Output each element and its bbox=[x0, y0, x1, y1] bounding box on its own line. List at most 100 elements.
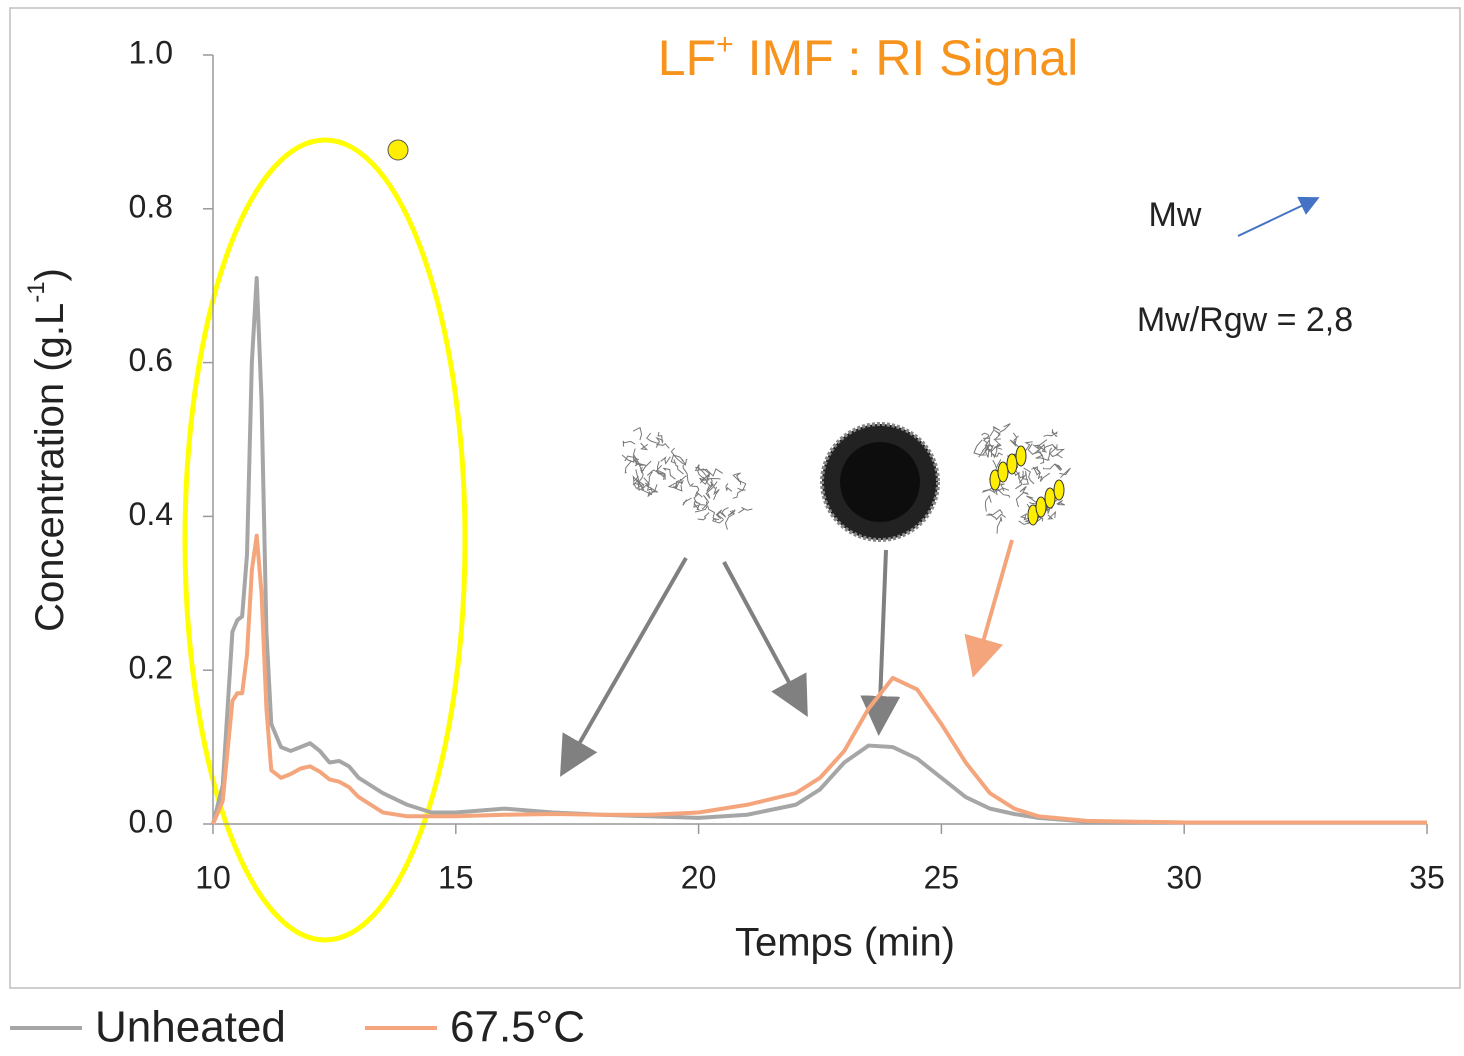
scribble bbox=[738, 507, 753, 514]
scribble bbox=[1054, 463, 1063, 471]
scribble bbox=[705, 481, 718, 499]
annotation: Mw/Rgw = 2,8 bbox=[1137, 301, 1353, 339]
title-sup: + bbox=[716, 28, 734, 61]
scribble bbox=[1015, 492, 1028, 508]
y-tick-label: 0.6 bbox=[129, 342, 173, 378]
scribble bbox=[673, 459, 684, 475]
scribble bbox=[640, 482, 649, 491]
scribble bbox=[988, 513, 1006, 521]
scribble bbox=[991, 452, 1003, 458]
scribble bbox=[712, 518, 725, 524]
y-tick-label: 0.8 bbox=[129, 188, 173, 224]
scribble bbox=[643, 477, 653, 491]
y-label-main: Concentration (g.L bbox=[28, 303, 72, 632]
scribble bbox=[996, 516, 1003, 534]
x-tick-label: 10 bbox=[195, 859, 231, 895]
scribble bbox=[1022, 471, 1030, 485]
scribble bbox=[639, 488, 653, 498]
scribble bbox=[1015, 470, 1027, 484]
scribble bbox=[1033, 451, 1045, 465]
molecule-icon bbox=[973, 423, 1071, 534]
scribble bbox=[732, 472, 742, 483]
scribble bbox=[632, 426, 643, 441]
scribble bbox=[674, 479, 683, 492]
arrow bbox=[860, 549, 901, 736]
scribble bbox=[715, 509, 724, 520]
scribble bbox=[725, 483, 733, 492]
scribble bbox=[693, 500, 701, 508]
legend-label: 67.5°C bbox=[450, 1003, 585, 1052]
bead bbox=[1053, 479, 1065, 501]
scribble bbox=[982, 438, 990, 456]
scribble bbox=[999, 483, 1005, 492]
y-tick-label: 1.0 bbox=[129, 34, 173, 70]
scribble bbox=[1019, 513, 1030, 521]
marker-dot bbox=[387, 139, 409, 161]
scribble bbox=[660, 456, 671, 465]
scribble bbox=[682, 464, 691, 486]
x-tick-label: 15 bbox=[438, 859, 474, 895]
title-rest: IMF : RI Signal bbox=[734, 30, 1079, 86]
scribble bbox=[681, 458, 688, 466]
scribble bbox=[989, 445, 995, 455]
scribble bbox=[693, 491, 703, 504]
scribble bbox=[624, 455, 640, 462]
scribble bbox=[656, 443, 670, 450]
scribble bbox=[992, 459, 1002, 470]
axes: 0.0 0.2 0.4 0.6 0.8 1.0 10 15 20 25 30 35 bbox=[129, 34, 1445, 895]
y-axis-label: Concentration (g.L-1) bbox=[23, 268, 71, 632]
scribble bbox=[973, 439, 986, 456]
decorations bbox=[182, 137, 1320, 943]
bead bbox=[1006, 453, 1018, 475]
scribble bbox=[994, 429, 1001, 441]
y-label-end: ) bbox=[28, 268, 72, 281]
scribble bbox=[1035, 450, 1048, 461]
scribble bbox=[1055, 444, 1066, 459]
scribble bbox=[622, 440, 636, 447]
y-tick-label: 0.4 bbox=[129, 496, 173, 532]
scribble bbox=[650, 486, 658, 495]
y-tick-label: 0.2 bbox=[129, 650, 173, 686]
scribble bbox=[718, 506, 729, 518]
scribble bbox=[713, 486, 720, 500]
scribble bbox=[670, 447, 687, 466]
scribble bbox=[1043, 431, 1058, 437]
scribble bbox=[695, 468, 711, 479]
scribble bbox=[632, 482, 641, 491]
scribble bbox=[997, 423, 1011, 436]
scribble bbox=[694, 464, 705, 480]
arrow bbox=[722, 561, 808, 718]
molecule-core bbox=[840, 442, 920, 522]
highlight-ellipse bbox=[182, 137, 468, 943]
scribble bbox=[989, 425, 1001, 437]
plot bbox=[211, 276, 1427, 825]
legend-label: Unheated bbox=[95, 1003, 286, 1052]
arrow bbox=[560, 557, 688, 777]
scribble bbox=[663, 467, 676, 480]
bead bbox=[1044, 487, 1056, 509]
series-line bbox=[211, 276, 1427, 825]
x-tick-label: 25 bbox=[924, 859, 960, 895]
scribble bbox=[670, 454, 684, 464]
scribble bbox=[1012, 432, 1019, 445]
scribble bbox=[657, 431, 663, 444]
scribble bbox=[657, 472, 665, 478]
scribble bbox=[727, 509, 736, 517]
scribble bbox=[701, 494, 710, 510]
scribble bbox=[1056, 499, 1066, 506]
scribble bbox=[1035, 443, 1046, 452]
scribble bbox=[1032, 466, 1041, 480]
scribble bbox=[694, 501, 708, 513]
scribble bbox=[981, 432, 991, 439]
series-line bbox=[211, 533, 1427, 825]
y-label-sup: -1 bbox=[23, 281, 50, 302]
scribble bbox=[995, 487, 1010, 496]
chart-title: LF+ IMF : RI Signal bbox=[658, 28, 1078, 86]
arrow bbox=[1237, 196, 1320, 237]
scribble bbox=[1047, 510, 1057, 520]
scribble bbox=[724, 510, 736, 530]
bead bbox=[1035, 496, 1047, 518]
x-tick-label: 35 bbox=[1409, 859, 1445, 895]
scribble bbox=[632, 469, 640, 486]
